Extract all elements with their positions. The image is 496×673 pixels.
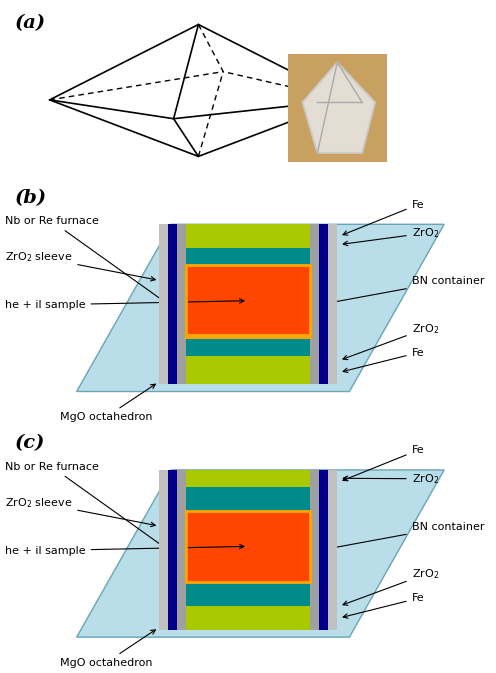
Bar: [310, 470, 319, 630]
Text: he + il sample: he + il sample: [5, 299, 244, 310]
Bar: [186, 511, 310, 582]
FancyBboxPatch shape: [288, 54, 387, 162]
Text: ZrO$_2$: ZrO$_2$: [343, 472, 439, 486]
Bar: [186, 265, 310, 336]
Text: (a): (a): [15, 14, 46, 32]
Bar: [319, 224, 328, 384]
Text: BN container: BN container: [325, 276, 484, 305]
Text: ZrO$_2$ sleeve: ZrO$_2$ sleeve: [5, 496, 155, 527]
Text: Fe: Fe: [343, 594, 424, 618]
Text: MgO octahedron: MgO octahedron: [60, 630, 155, 668]
Bar: [186, 582, 310, 606]
Bar: [186, 265, 310, 336]
Bar: [168, 224, 177, 384]
Bar: [186, 224, 310, 248]
Text: ZrO$_2$: ZrO$_2$: [343, 567, 439, 605]
Bar: [310, 224, 319, 384]
Text: Fe: Fe: [343, 446, 424, 481]
Bar: [168, 470, 177, 630]
Bar: [186, 511, 310, 582]
Polygon shape: [76, 470, 444, 637]
Text: MgO octahedron: MgO octahedron: [60, 384, 155, 422]
Bar: [328, 470, 337, 630]
Bar: [319, 470, 328, 630]
Text: Fe: Fe: [343, 348, 424, 372]
Text: ZrO$_2$ sleeve: ZrO$_2$ sleeve: [5, 250, 155, 281]
Text: Fe: Fe: [343, 200, 424, 235]
Text: BN container: BN container: [325, 522, 484, 551]
Bar: [159, 224, 168, 384]
Polygon shape: [76, 224, 444, 392]
Bar: [186, 248, 310, 265]
Polygon shape: [303, 63, 375, 153]
Text: Nb or Re furnace: Nb or Re furnace: [5, 216, 165, 302]
Bar: [186, 470, 310, 487]
Bar: [328, 224, 337, 384]
Bar: [177, 470, 186, 630]
Bar: [177, 224, 186, 384]
Text: (b): (b): [15, 188, 47, 207]
Bar: [159, 470, 168, 630]
Text: Nb or Re furnace: Nb or Re furnace: [5, 462, 165, 548]
Text: ZrO$_2$: ZrO$_2$: [343, 322, 439, 359]
Bar: [186, 487, 310, 511]
Text: ZrO$_2$: ZrO$_2$: [343, 226, 439, 246]
Bar: [186, 355, 310, 384]
Text: he + il sample: he + il sample: [5, 544, 244, 555]
Bar: [186, 606, 310, 630]
Text: (c): (c): [15, 434, 45, 452]
Bar: [186, 334, 310, 339]
Bar: [186, 336, 310, 355]
Bar: [186, 262, 310, 267]
